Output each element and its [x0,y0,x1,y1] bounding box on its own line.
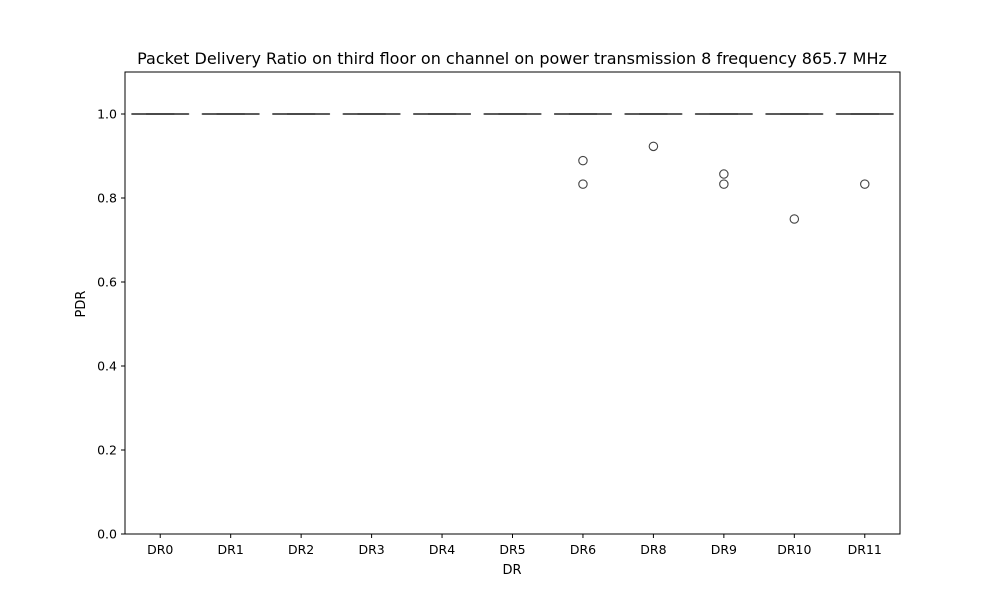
chart-title: Packet Delivery Ratio on third floor on … [137,49,887,68]
outlier-DR8-0 [648,141,659,152]
y-axis-label: PDR [74,291,89,318]
y-tick-label: 0.6 [97,275,117,290]
x-axis-label: DR [502,563,521,578]
x-tick-label-DR5: DR5 [499,542,525,557]
outlier-DR9-1 [719,179,729,189]
outlier-DR6-1 [578,179,588,189]
x-tick-label-DR10: DR10 [777,542,811,557]
x-tick-label-DR8: DR8 [640,542,666,557]
outlier-DR9-0 [719,169,729,179]
outlier-DR6-0 [578,155,588,166]
y-tick-label: 0.0 [97,527,117,542]
outlier-DR11-0 [860,179,870,189]
outlier-DR10-0 [789,214,800,224]
y-tick-label: 0.2 [97,443,117,458]
x-tick-label-DR1: DR1 [218,542,244,557]
x-tick-label-DR11: DR11 [848,542,882,557]
y-tick-label: 1.0 [97,107,117,122]
x-tick-label-DR0: DR0 [147,542,173,557]
y-tick-label: 0.8 [97,191,117,206]
x-tick-label-DR2: DR2 [288,542,314,557]
x-tick-label-DR9: DR9 [711,542,737,557]
x-tick-label-DR4: DR4 [429,542,455,557]
x-tick-label-DR3: DR3 [358,542,384,557]
x-tick-label-DR6: DR6 [570,542,596,557]
axes-frame [124,71,901,535]
plot-area: 0.0 0.2 0.4 0.6 0.8 1.0 DR0 DR1 DR2 DR3 DR4 DR5 DR6 D… [97,71,901,557]
y-tick-label: 0.4 [97,359,117,374]
